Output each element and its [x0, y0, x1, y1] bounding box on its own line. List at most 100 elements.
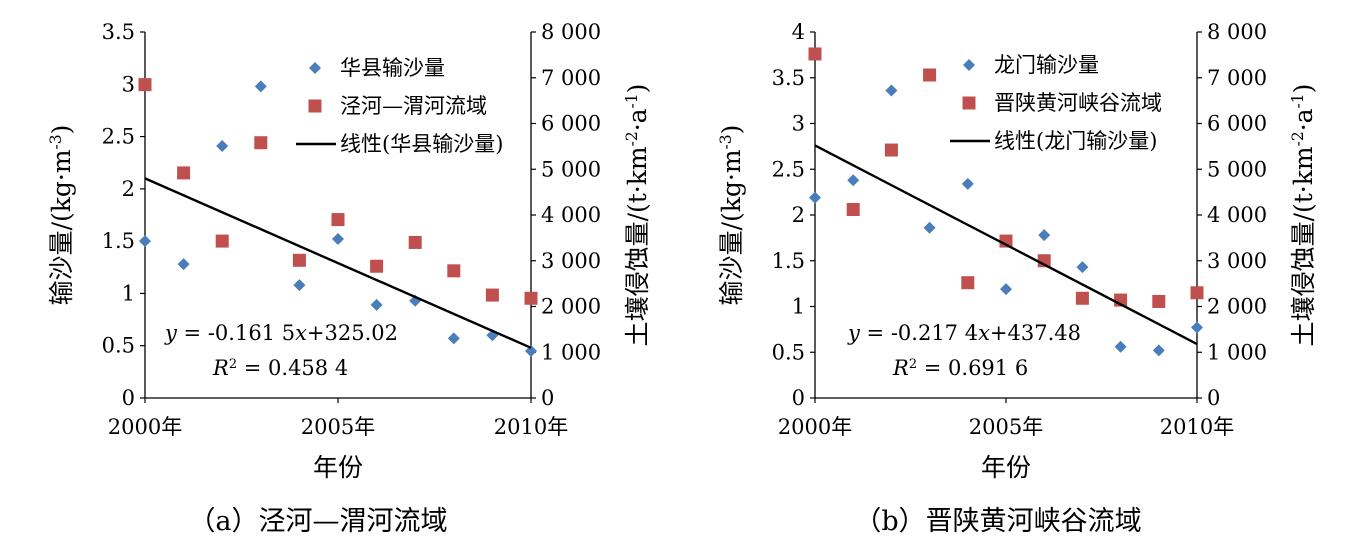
square-point [215, 234, 229, 248]
diamond-point [139, 235, 151, 248]
diamond-point [293, 279, 306, 292]
diamond-point [1000, 283, 1012, 296]
x-tick-label: 2000年 [778, 415, 852, 439]
left-tick-label: 3.5 [102, 20, 135, 44]
right-tick-label: 5 000 [541, 157, 601, 181]
right-tick-label: 2 000 [1207, 295, 1267, 319]
x-tick-label: 2005年 [301, 415, 375, 439]
chart-panel-1: 0 0.5 1 1.5 2 2.5 3 3.5 4 0 1 000 2 000 3 000 4 000 5 … [717, 20, 1318, 537]
left-tick-label: 1 [122, 281, 135, 305]
r-squared: R2 = 0.458 4 [212, 356, 348, 380]
legend-diamond-swatch [309, 62, 321, 74]
right-tick-label: 1 000 [1207, 340, 1267, 364]
square-point [808, 47, 822, 61]
y-axis-right-label: 土壤侵蚀量/(t·km-2·a-1) [623, 84, 652, 347]
diamond-point [370, 298, 383, 311]
diamond-point [1114, 340, 1127, 353]
left-tick-label: 1.5 [772, 249, 805, 273]
right-tick-label: 4 000 [1207, 203, 1267, 227]
square-point [370, 259, 384, 273]
diamond-point [254, 80, 267, 93]
diamond-point [847, 174, 860, 187]
legend-label: 线性(华县输沙量) [340, 132, 503, 156]
right-tick-label: 6 000 [1207, 112, 1267, 136]
square-point [292, 253, 306, 267]
right-tick-label: 7 000 [1207, 66, 1267, 90]
left-tick-label: 2.5 [102, 125, 135, 149]
regression-equation: y = -0.161 5x+325.02 [164, 321, 398, 345]
legend-label: 泾河—渭河流域 [340, 94, 487, 118]
square-point [846, 203, 860, 217]
square-point [1152, 294, 1166, 308]
square-point [884, 143, 898, 157]
diamond-point [525, 344, 537, 357]
diamond-point [809, 191, 821, 204]
legend-label: 华县输沙量 [340, 56, 445, 80]
legend-square-swatch [308, 99, 322, 113]
diamond-point [923, 221, 936, 234]
square-point [961, 276, 975, 290]
diamond-point [447, 332, 460, 345]
right-tick-label: 8 000 [1207, 20, 1267, 44]
diamond-point [216, 139, 229, 152]
x-tick-label: 2010年 [1160, 415, 1234, 439]
left-tick-label: 3.5 [772, 66, 805, 90]
left-tick-label: 4 [792, 20, 805, 44]
y-axis-left-label: 输沙量/(kg·m-3) [47, 125, 76, 306]
legend-label: 线性(龙门输沙量) [994, 129, 1157, 153]
left-tick-label: 1.5 [102, 229, 135, 253]
square-point [177, 166, 191, 180]
square-point [138, 78, 152, 92]
right-tick-label: 1 000 [541, 340, 601, 364]
legend-square-swatch [962, 96, 976, 110]
right-tick-label: 2 000 [541, 295, 601, 319]
right-tick-label: 6 000 [541, 112, 601, 136]
diamond-point [1191, 321, 1203, 334]
left-tick-label: 3 [122, 72, 135, 96]
right-tick-label: 0 [541, 386, 554, 410]
left-tick-label: 0.5 [772, 340, 805, 364]
left-tick-label: 3 [792, 112, 805, 136]
square-point [447, 264, 461, 278]
left-tick-label: 2 [122, 177, 135, 201]
x-axis-label: 年份 [313, 453, 363, 482]
left-tick-label: 2 [792, 203, 805, 227]
left-tick-label: 0.5 [102, 334, 135, 358]
diamond-point [961, 177, 974, 190]
right-tick-label: 4 000 [541, 203, 601, 227]
diamond-point [1076, 261, 1089, 274]
y-axis-left-label: 输沙量/(kg·m-3) [717, 125, 746, 306]
panel-caption: （b）晋陕黄河峡谷流域 [854, 506, 1141, 537]
legend-label: 晋陕黄河峡谷流域 [994, 91, 1162, 115]
square-point [331, 213, 345, 227]
right-tick-label: 3 000 [1207, 249, 1267, 273]
y-axis-right-label: 土壤侵蚀量/(t·km-2·a-1) [1289, 84, 1318, 347]
square-point [1075, 291, 1089, 305]
square-point [254, 136, 268, 150]
square-point [923, 68, 937, 82]
right-tick-label: 8 000 [541, 20, 601, 44]
square-point [524, 291, 538, 305]
left-tick-label: 0 [122, 386, 135, 410]
panel-caption: （a）泾河—渭河流域 [188, 506, 447, 537]
square-point [1190, 286, 1204, 300]
legend-diamond-swatch [963, 59, 975, 71]
right-tick-label: 7 000 [541, 66, 601, 90]
legend-label: 龙门输沙量 [994, 53, 1099, 77]
x-axis-label: 年份 [981, 453, 1031, 482]
diamond-point [1038, 229, 1051, 242]
regression-equation: y = -0.217 4x+437.48 [847, 321, 1081, 345]
right-tick-label: 5 000 [1207, 157, 1267, 181]
diamond-point [332, 233, 344, 246]
left-tick-label: 1 [792, 295, 805, 319]
left-tick-label: 0 [792, 386, 805, 410]
diamond-point [177, 258, 190, 271]
diamond-point [885, 84, 898, 97]
square-point [408, 235, 422, 249]
trend-line [144, 177, 532, 349]
diamond-point [1152, 344, 1165, 357]
chart-panel-0: 0 0.5 1 1.5 2 2.5 3 3.5 0 1 000 2 000 3 000 4 000 5 0… [47, 20, 652, 537]
